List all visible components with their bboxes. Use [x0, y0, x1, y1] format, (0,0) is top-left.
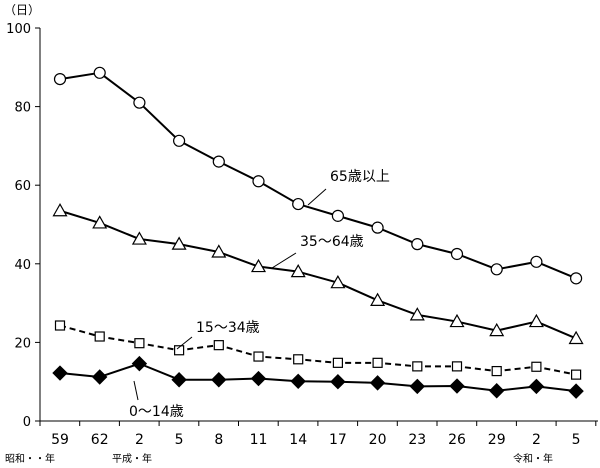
data-point [212, 155, 225, 168]
x-tick-label: 20 [369, 432, 387, 448]
data-point [449, 378, 465, 394]
label-leader-line [176, 336, 193, 350]
data-point [252, 175, 265, 188]
data-point [330, 274, 346, 289]
x-tick-label: 29 [488, 432, 506, 448]
data-point [174, 345, 185, 356]
data-point [173, 134, 186, 147]
data-point [449, 313, 465, 328]
data-point [451, 361, 463, 372]
x-tick-label: 59 [51, 432, 69, 448]
data-point [489, 322, 505, 337]
data-point [133, 96, 146, 109]
data-point [94, 331, 105, 342]
data-point [372, 357, 383, 368]
data-point [369, 375, 386, 391]
data-point [530, 255, 543, 268]
y-unit-label: （日） [4, 3, 40, 17]
data-point [131, 355, 148, 372]
data-point [211, 244, 227, 258]
series-line [59, 71, 577, 280]
data-point [409, 307, 425, 321]
series-label: 35～64歳 [300, 234, 364, 250]
y-tick-label: 80 [14, 101, 31, 116]
data-point [330, 373, 346, 390]
data-point [409, 378, 426, 395]
y-tick-label: 60 [14, 179, 31, 194]
data-point [290, 373, 306, 390]
data-point [213, 340, 224, 351]
y-tick-label: 100 [6, 22, 31, 37]
data-point [331, 209, 344, 222]
x-tick-label: 23 [408, 432, 426, 448]
y-tick-label: 20 [14, 336, 31, 351]
data-point [528, 313, 544, 328]
series-label: 65歳以上 [330, 169, 390, 185]
series-circle [53, 66, 583, 285]
x-tick-label: 17 [329, 432, 347, 448]
label-leader-line [307, 188, 327, 206]
data-point [253, 351, 264, 362]
data-point [91, 369, 108, 385]
data-point [52, 365, 68, 381]
y-tick-label: 0 [23, 415, 31, 430]
data-point [250, 370, 267, 387]
x-tick-label: 62 [91, 432, 109, 448]
data-point [411, 238, 424, 251]
x-tick-label: 8 [214, 432, 223, 448]
x-tick-label: 26 [448, 432, 466, 448]
data-point [568, 330, 584, 345]
data-point [332, 357, 343, 368]
data-point [569, 272, 583, 285]
series-label: 0～14歳 [129, 404, 184, 420]
data-point [290, 263, 306, 278]
data-point [54, 320, 66, 331]
data-point [92, 215, 108, 229]
data-point [412, 361, 423, 372]
data-point [490, 263, 503, 276]
data-point [450, 247, 464, 261]
data-point [491, 365, 502, 377]
series-line [59, 209, 577, 340]
series-square [54, 320, 582, 380]
x-tick-label: 2 [532, 432, 541, 448]
series-diamond [52, 355, 584, 399]
data-point [171, 236, 187, 250]
data-point [370, 292, 386, 306]
data-point [131, 231, 147, 245]
series-labels: 65歳以上 35～64歳 15～34歳 0～14歳 [129, 169, 390, 420]
series-line [59, 324, 577, 376]
data-point [531, 361, 542, 372]
data-point [568, 383, 584, 399]
label-leader-line [271, 252, 297, 269]
x-tick-label: 11 [250, 432, 268, 448]
data-point [488, 383, 505, 399]
data-point [570, 369, 582, 380]
data-point [528, 378, 545, 395]
data-point [93, 66, 106, 79]
x-tick-label: 5 [572, 432, 581, 448]
x-tick-label: 2 [135, 432, 144, 448]
era-label: 平成・年 [112, 452, 152, 465]
y-tick-label: 40 [14, 258, 31, 273]
data-point [371, 221, 384, 234]
data-point [250, 258, 267, 273]
data-point [134, 338, 145, 349]
series-triangle [52, 203, 584, 345]
era-label: 昭和・・年 [5, 452, 55, 465]
data-point [171, 372, 187, 388]
axes: 0 20 40 60 80 100 59 62 2 5 8 11 14 17 20 23 26 29 2 5 昭和・・年… [5, 22, 598, 465]
data-point [52, 203, 68, 217]
era-label: 令和・年 [513, 452, 553, 465]
data-point [211, 372, 227, 388]
series-layer [52, 66, 584, 399]
x-tick-label: 14 [289, 432, 307, 448]
series-label: 15～34歳 [196, 320, 260, 336]
data-point [53, 72, 67, 86]
data-point [293, 354, 304, 365]
data-point [292, 197, 305, 211]
x-tick-label: 5 [175, 432, 184, 448]
label-leader-line [133, 380, 139, 401]
